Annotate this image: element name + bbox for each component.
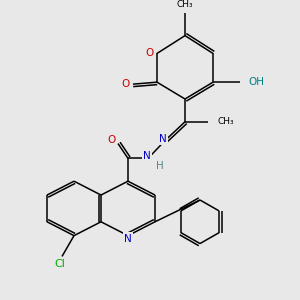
Text: O: O: [121, 79, 129, 89]
Text: N: N: [143, 152, 151, 161]
Text: CH₃: CH₃: [177, 0, 193, 9]
Text: CH₃: CH₃: [218, 117, 235, 126]
Text: H: H: [156, 161, 164, 171]
Text: N: N: [124, 234, 132, 244]
Text: O: O: [108, 135, 116, 145]
Text: Cl: Cl: [55, 260, 65, 269]
Text: O: O: [145, 49, 153, 58]
Text: N: N: [159, 134, 167, 144]
Text: OH: OH: [248, 77, 264, 87]
